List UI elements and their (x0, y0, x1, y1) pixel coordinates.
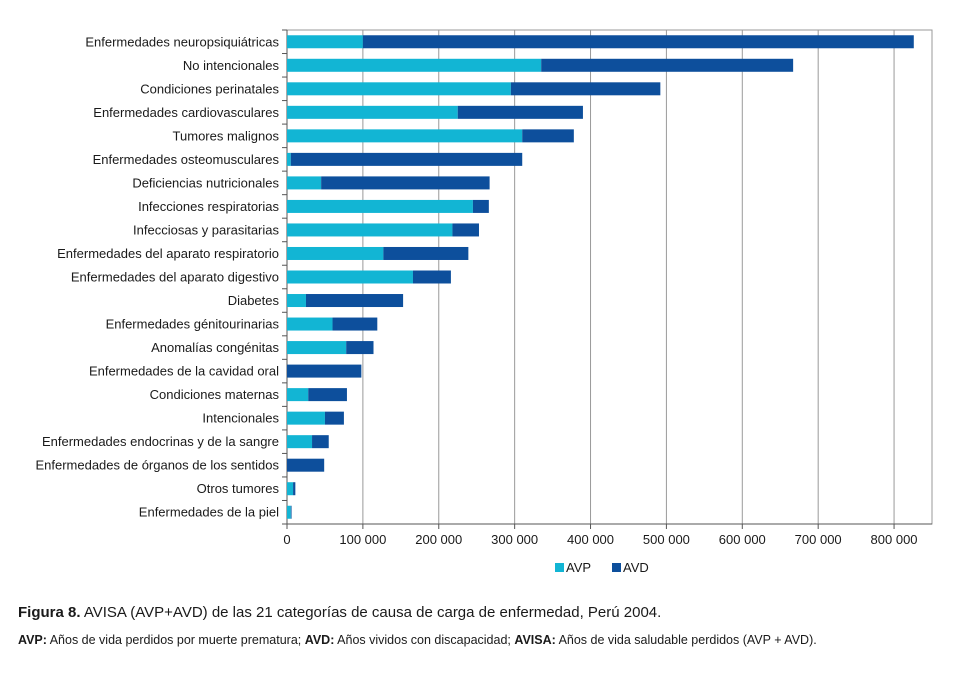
bar-avd (452, 223, 479, 237)
x-tick-label: 400 000 (567, 532, 614, 547)
legend-label-avd: AVD (623, 560, 649, 575)
category-label: Enfermedades de órganos de los sentidos (35, 458, 279, 473)
avp-abbr-label: AVP: (18, 633, 47, 647)
bar-avd (321, 176, 490, 190)
bar-avd (472, 199, 489, 213)
figure-caption: Figura 8. AVISA (AVP+AVD) de las 21 cate… (18, 604, 661, 621)
category-label: Enfermedades del aparato respiratorio (57, 246, 279, 261)
bar-avp (287, 505, 291, 519)
bar-avd (308, 388, 347, 402)
bar-avp (287, 82, 511, 96)
category-label: Condiciones perinatales (140, 81, 279, 96)
bar-avp (287, 199, 473, 213)
category-label: Enfermedades de la cavidad oral (89, 364, 279, 379)
bar-avd (510, 82, 661, 96)
bar-avp (287, 317, 333, 331)
bar-avp (287, 246, 384, 260)
avisa-abbr-label: AVISA: (514, 633, 556, 647)
stacked-bar-chart: 0 100 000 200 000 300 000 400 000 500 000 600 … (35, 29, 933, 575)
category-label: Enfermedades génitourinarias (106, 317, 280, 332)
bar-avp (287, 129, 523, 143)
bar-avd (287, 458, 325, 472)
x-tick-label: 300 000 (491, 532, 538, 547)
bar-avd (362, 35, 914, 49)
bar-avp (287, 411, 325, 425)
x-tick-label: 200 000 (415, 532, 462, 547)
avd-abbr-text: Años vividos con discapacidad; (334, 633, 515, 647)
bar-avp (287, 35, 363, 49)
bar-avd (312, 435, 329, 449)
bar-avd (305, 294, 404, 308)
bar-avp (287, 105, 458, 119)
bar-avd (346, 341, 374, 355)
category-label: Condiciones maternas (150, 387, 280, 402)
bar-avd (290, 152, 523, 166)
bar-avd (383, 246, 469, 260)
bar-avd (522, 129, 574, 143)
category-label: Deficiencias nutricionales (132, 175, 279, 190)
category-label: Enfermedades cardiovasculares (93, 105, 279, 120)
legend-label-avp: AVP (566, 560, 591, 575)
bar-avp (287, 270, 413, 284)
category-label: Intencionales (202, 411, 279, 426)
category-label: Enfermedades del aparato digestivo (71, 270, 279, 285)
category-label: Diabetes (228, 293, 280, 308)
category-label: No intencionales (183, 58, 280, 73)
bar-avp (287, 341, 347, 355)
avp-abbr-text: Años de vida perdidos por muerte prematu… (46, 633, 305, 647)
bar-avp (287, 435, 313, 449)
category-label: Otros tumores (197, 481, 280, 496)
bar-avp (287, 152, 291, 166)
bar-avp (287, 223, 453, 237)
bar-avd (324, 411, 344, 425)
figure-label: Figura 8. (18, 604, 81, 621)
category-label: Enfermedades de la piel (139, 505, 279, 520)
category-label: Enfermedades neuropsiquiátricas (85, 34, 279, 49)
bar-avd (541, 58, 794, 72)
bar-avp (287, 482, 294, 496)
x-tick-label: 600 000 (719, 532, 766, 547)
category-label: Infecciones respiratorias (138, 199, 279, 214)
bar-avp (287, 58, 542, 72)
x-tick-label: 700 000 (795, 532, 842, 547)
bar-avp (287, 294, 306, 308)
legend-swatch-avp (555, 563, 564, 572)
bar-avd (293, 482, 296, 496)
bar-avd (412, 270, 451, 284)
bar-avd (287, 364, 362, 378)
avd-abbr-label: AVD: (304, 633, 335, 647)
category-label: Enfermedades endocrinas y de la sangre (42, 434, 279, 449)
x-tick-label: 0 (283, 532, 290, 547)
bar-avd (290, 505, 292, 519)
bar-avp (287, 176, 322, 190)
category-label: Tumores malignos (173, 128, 280, 143)
category-label: Enfermedades osteomusculares (93, 152, 280, 167)
figure-text: AVISA (AVP+AVD) de las 21 categorías de … (80, 604, 662, 621)
bar-avd (332, 317, 378, 331)
x-tick-label: 100 000 (339, 532, 386, 547)
x-tick-label: 800 000 (871, 532, 918, 547)
bar-avd (457, 105, 583, 119)
abbreviation-note: AVP: Años de vida perdidos por muerte pr… (18, 633, 817, 647)
legend-swatch-avd (612, 563, 621, 572)
x-tick-label: 500 000 (643, 532, 690, 547)
category-label: Anomalías congénitas (151, 340, 279, 355)
category-label: Infecciosas y parasitarias (133, 222, 279, 237)
bar-avp (287, 388, 309, 402)
avisa-abbr-text: Años de vida saludable perdidos (AVP + A… (555, 633, 817, 647)
